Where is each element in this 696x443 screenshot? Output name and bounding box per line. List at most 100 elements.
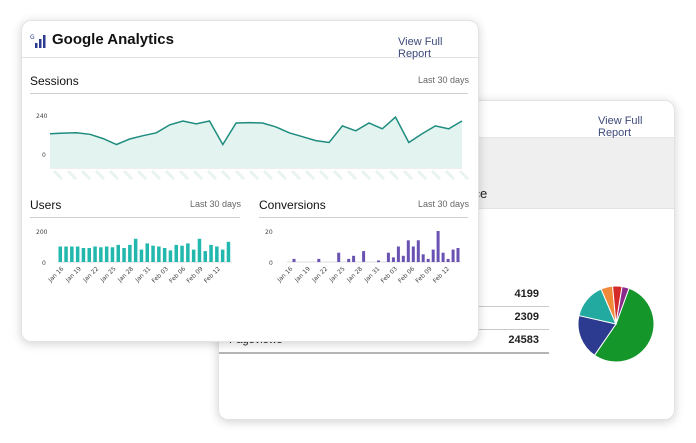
x-tick-placeholder bbox=[206, 169, 218, 181]
card-header: G Google Analytics View Full Report bbox=[22, 21, 478, 60]
conversions-title: Conversions bbox=[259, 198, 326, 212]
view-full-report-link-back[interactable]: View Full Report bbox=[598, 115, 643, 139]
bar bbox=[347, 258, 351, 262]
x-tick-placeholder bbox=[388, 169, 400, 181]
x-tick-label: Jan 31 bbox=[362, 265, 381, 284]
x-tick-placeholder bbox=[402, 169, 414, 181]
y-tick-label: 200 bbox=[36, 229, 48, 236]
bar bbox=[81, 248, 86, 262]
bar bbox=[426, 258, 430, 262]
pie-slice bbox=[593, 287, 655, 363]
x-tick-placeholder bbox=[122, 169, 134, 181]
bar bbox=[377, 260, 380, 263]
bar bbox=[292, 258, 296, 262]
x-tick-label: Jan 16 bbox=[275, 265, 294, 284]
row-value: 24583 bbox=[508, 334, 539, 346]
bar bbox=[93, 246, 97, 262]
sessions-period: Last 30 days bbox=[418, 75, 470, 85]
x-tick-placeholder bbox=[80, 169, 92, 181]
x-tick-label: Jan 22 bbox=[310, 265, 329, 284]
bar bbox=[186, 243, 190, 262]
bar bbox=[168, 250, 173, 262]
x-tick-placeholder bbox=[416, 169, 428, 181]
bar bbox=[337, 252, 341, 262]
y-tick-label: 0 bbox=[42, 260, 46, 267]
x-tick-placeholder bbox=[248, 169, 260, 181]
row-value: 4199 bbox=[514, 288, 539, 300]
bar bbox=[139, 249, 144, 262]
sessions-title: Sessions bbox=[30, 74, 79, 88]
bar bbox=[362, 251, 366, 262]
x-tick-label: Feb 06 bbox=[168, 265, 187, 284]
bar bbox=[162, 248, 167, 262]
x-tick-placeholder bbox=[52, 169, 64, 181]
x-tick-label: Jan 28 bbox=[345, 265, 364, 284]
view-full-report-link[interactable]: View Full Report bbox=[398, 36, 443, 60]
bar bbox=[145, 243, 149, 262]
x-tick-label: Jan 22 bbox=[81, 265, 100, 284]
bar bbox=[421, 254, 425, 263]
y-tick-label: 20 bbox=[265, 229, 273, 236]
bar bbox=[416, 240, 420, 262]
y-tick-label: 0 bbox=[269, 260, 273, 267]
x-tick-label: Feb 12 bbox=[203, 265, 222, 284]
users-divider bbox=[30, 217, 240, 218]
bar bbox=[396, 246, 400, 262]
y-tick-label: 0 bbox=[42, 152, 46, 159]
x-tick-placeholder bbox=[290, 169, 302, 181]
sessions-line bbox=[49, 115, 463, 146]
bar bbox=[128, 244, 132, 262]
bar bbox=[197, 238, 202, 263]
bar bbox=[431, 249, 435, 262]
x-tick-placeholder bbox=[332, 169, 344, 181]
conversions-divider bbox=[259, 217, 468, 218]
x-tick-label: Jan 16 bbox=[46, 265, 65, 284]
bar bbox=[215, 246, 219, 262]
row-value: 2309 bbox=[514, 311, 539, 323]
x-tick-label: Jan 25 bbox=[99, 265, 118, 284]
sessions-divider bbox=[30, 93, 468, 94]
x-tick-label: Jan 19 bbox=[64, 265, 83, 284]
x-tick-label: Feb 09 bbox=[414, 265, 433, 284]
bar bbox=[58, 246, 62, 262]
bar bbox=[220, 249, 225, 262]
bar bbox=[70, 246, 74, 262]
x-tick-placeholder bbox=[150, 169, 162, 181]
bar bbox=[451, 249, 455, 262]
bar bbox=[87, 248, 91, 262]
bar bbox=[352, 255, 356, 262]
x-tick-placeholder bbox=[192, 169, 204, 181]
google-analytics-card: G Google Analytics View Full Report Sess… bbox=[21, 20, 479, 342]
bar bbox=[157, 246, 161, 262]
bar bbox=[191, 249, 196, 262]
bar bbox=[446, 258, 450, 262]
bar bbox=[441, 252, 445, 262]
sessions-area bbox=[50, 117, 462, 168]
bar bbox=[133, 238, 138, 263]
x-tick-placeholder bbox=[374, 169, 386, 181]
x-tick-label: Feb 03 bbox=[380, 265, 399, 284]
x-tick-label: Jan 31 bbox=[133, 265, 152, 284]
pie-slice bbox=[577, 314, 617, 357]
x-tick-placeholder bbox=[178, 169, 190, 181]
bar bbox=[110, 247, 115, 262]
bar bbox=[203, 251, 207, 262]
bar bbox=[436, 231, 440, 262]
users-chart: 200 0 Jan 16 Jan 19 Jan 22 Jan 25 Jan 28 Jan … bbox=[36, 229, 232, 285]
conversions-period: Last 30 days bbox=[418, 199, 470, 209]
bar bbox=[180, 245, 184, 262]
x-tick-label: Feb 12 bbox=[432, 265, 451, 284]
x-tick-label: Jan 25 bbox=[328, 265, 347, 284]
x-tick-placeholder bbox=[108, 169, 120, 181]
bar bbox=[391, 257, 395, 262]
x-tick-placeholder bbox=[136, 169, 148, 181]
x-tick-label: Feb 09 bbox=[185, 265, 204, 284]
traffic-pie-chart bbox=[577, 285, 655, 363]
bar bbox=[386, 252, 390, 262]
users-title: Users bbox=[30, 198, 62, 212]
bar bbox=[209, 244, 213, 262]
bar bbox=[116, 244, 120, 262]
sessions-chart: 240 0 bbox=[36, 113, 470, 181]
bar bbox=[401, 255, 405, 262]
conversions-chart: 20 0 Jan 16 Jan 19 Jan 22 Jan 25 Jan 28 Jan 3… bbox=[265, 229, 461, 285]
